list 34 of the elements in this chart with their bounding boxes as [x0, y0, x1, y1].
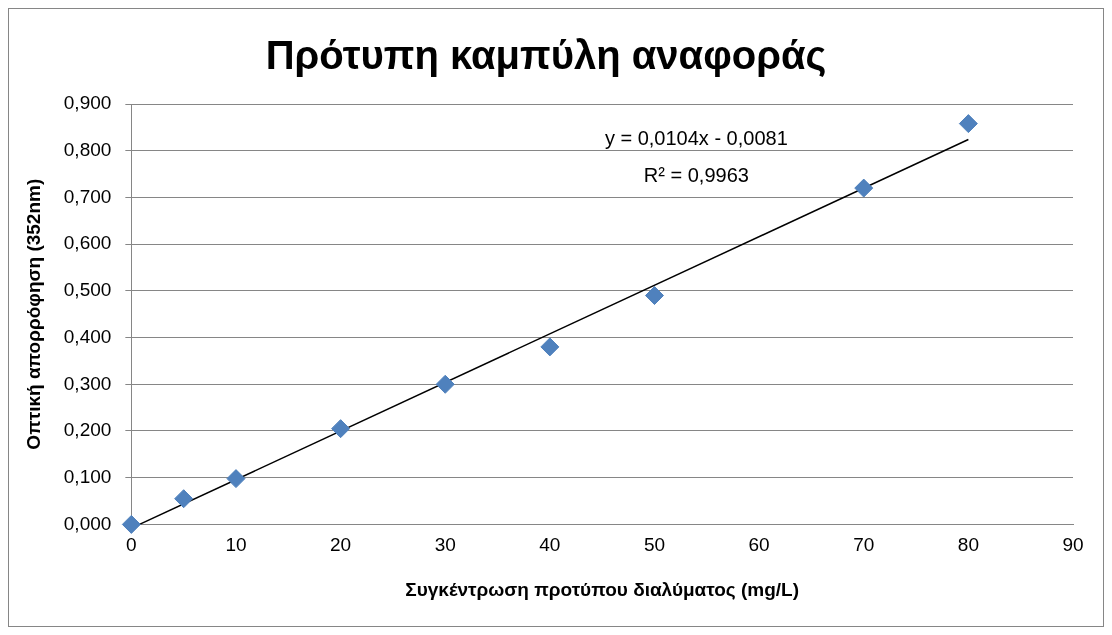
y-tick-label: 0,500	[63, 279, 112, 301]
x-tick-label: 30	[434, 534, 456, 556]
x-tick-label: 50	[643, 534, 666, 556]
point	[331, 419, 351, 439]
y-tick-label: 0,300	[63, 372, 112, 394]
x-tick-label: 60	[748, 534, 770, 556]
point	[226, 469, 246, 489]
x-tick-label: 40	[539, 534, 561, 556]
point	[121, 514, 141, 534]
point	[854, 178, 874, 198]
x-tick-label: 90	[1062, 534, 1084, 556]
point	[644, 286, 664, 306]
point	[958, 114, 978, 134]
x-axis-title: Συγκέντρωση προτύπου διαλύματος (mg/L)	[405, 578, 800, 600]
chart-title: Πρότυπη καμπύλη αναφοράς	[265, 33, 827, 79]
x-tick-label: 80	[957, 534, 979, 556]
annotation: y = 0,0104x - 0,0081	[604, 126, 788, 149]
y-tick-label: 0,200	[63, 419, 112, 441]
y-tick-label: 0,400	[63, 325, 112, 347]
y-tick-label: 0,700	[63, 185, 112, 207]
y-tick-label: 0,800	[63, 138, 112, 160]
annotation: R² = 0,9963	[643, 163, 749, 186]
x-tick-label: 20	[330, 534, 352, 556]
y-tick-label: 0,000	[63, 512, 112, 534]
y-axis-title: Οπτική απορρόφηση (352nm)	[22, 178, 44, 450]
y-tick-label: 0,100	[63, 465, 112, 487]
x-tick-label: 10	[225, 534, 247, 556]
point	[174, 489, 194, 509]
x-tick-label: 70	[853, 534, 875, 556]
y-tick-label: 0,900	[63, 92, 112, 114]
point	[435, 374, 455, 394]
x-tick-label: 0	[126, 534, 137, 556]
point	[540, 337, 560, 357]
y-tick-label: 0,600	[63, 232, 112, 254]
